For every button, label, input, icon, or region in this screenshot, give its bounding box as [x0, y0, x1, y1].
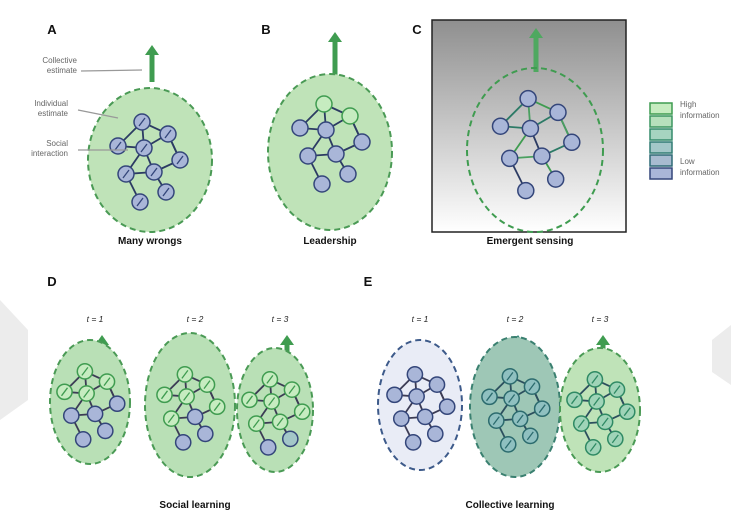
individual — [342, 108, 358, 124]
label: Low — [680, 157, 695, 166]
individual — [493, 118, 509, 134]
individual — [314, 176, 330, 192]
label: t = 2 — [507, 314, 524, 324]
individual — [354, 134, 370, 150]
individual — [198, 426, 213, 441]
label: t = 3 — [272, 314, 289, 324]
legend-swatch — [650, 168, 672, 179]
label: interaction — [31, 149, 68, 158]
label: t = 3 — [592, 314, 609, 324]
label: B — [261, 22, 270, 37]
legend-swatch — [650, 142, 672, 153]
label: estimate — [47, 66, 78, 75]
label: Individual — [34, 99, 68, 108]
label: t = 1 — [87, 314, 104, 324]
individual — [292, 120, 308, 136]
individual — [548, 171, 564, 187]
label: E — [364, 274, 373, 289]
label: Collective learning — [466, 500, 555, 511]
label: estimate — [38, 109, 69, 118]
individual — [428, 426, 443, 441]
individual — [550, 104, 566, 120]
legend-swatch — [650, 103, 672, 114]
individual — [520, 91, 536, 107]
individual — [176, 435, 191, 450]
individual — [318, 122, 334, 138]
individual — [564, 134, 580, 150]
label: Many wrongs — [118, 236, 182, 247]
individual — [522, 121, 538, 137]
individual — [534, 148, 550, 164]
legend-swatch — [650, 116, 672, 127]
individual — [406, 435, 421, 450]
legend-swatch — [650, 129, 672, 140]
individual — [429, 377, 444, 392]
individual — [283, 431, 298, 446]
label: t = 2 — [187, 314, 204, 324]
individual — [64, 408, 79, 423]
individual — [261, 440, 276, 455]
label: D — [47, 274, 56, 289]
individual — [328, 146, 344, 162]
label: Leadership — [303, 236, 356, 247]
individual — [502, 150, 518, 166]
individual — [98, 423, 113, 438]
individual — [394, 411, 409, 426]
individual — [188, 409, 203, 424]
label: A — [47, 22, 57, 37]
label: information — [680, 111, 720, 120]
individual — [440, 399, 455, 414]
individual — [300, 148, 316, 164]
individual — [407, 367, 422, 382]
label: t = 1 — [412, 314, 429, 324]
individual — [340, 166, 356, 182]
individual — [418, 409, 433, 424]
individual — [76, 432, 91, 447]
label: C — [412, 22, 422, 37]
label: Social learning — [159, 500, 230, 511]
label: High — [680, 100, 696, 109]
individual — [387, 387, 402, 402]
group-boundary — [88, 88, 212, 232]
figure: AMany wrongsCollectiveestimateIndividual… — [0, 0, 731, 515]
individual — [110, 396, 125, 411]
label: Emergent sensing — [487, 236, 574, 247]
individual — [88, 406, 103, 421]
label: Collective — [42, 56, 77, 65]
legend-swatch — [650, 155, 672, 166]
label: Social — [46, 139, 68, 148]
label: information — [680, 168, 720, 177]
individual — [316, 96, 332, 112]
individual — [518, 183, 534, 199]
individual — [409, 389, 424, 404]
